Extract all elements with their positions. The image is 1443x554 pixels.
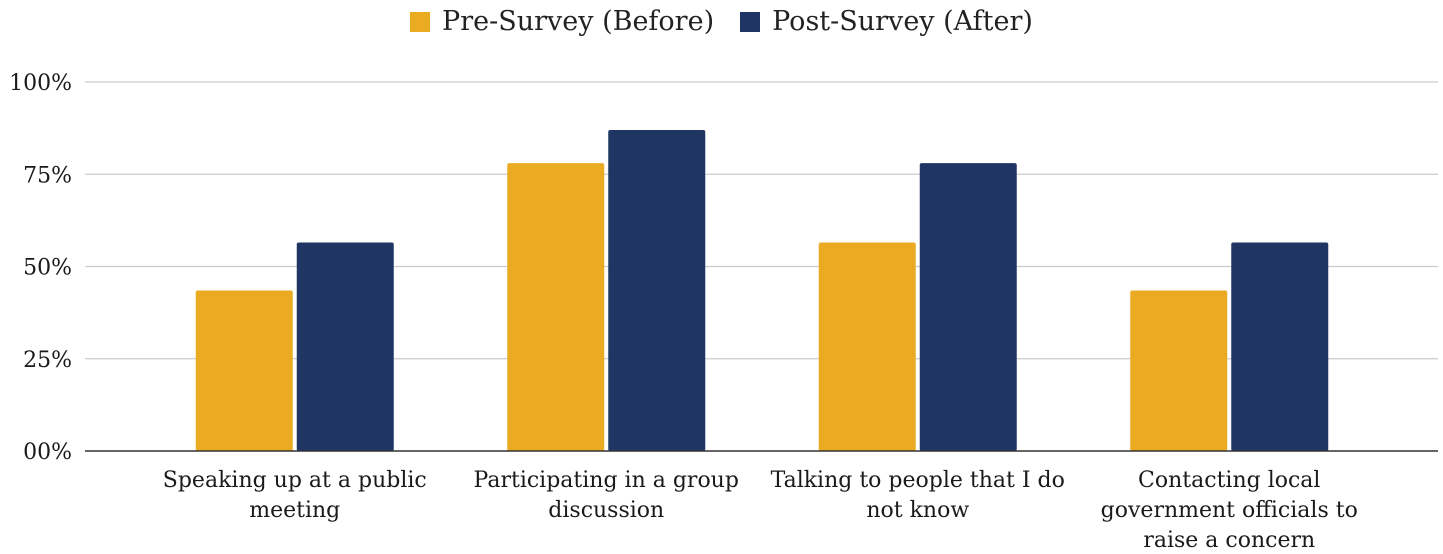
bar-pre-survey [507, 163, 605, 451]
bar-post-survey [919, 163, 1017, 451]
bar-post-survey [1231, 242, 1329, 451]
legend: Pre-Survey (Before) Post-Survey (After) [0, 6, 1443, 37]
legend-item-post-survey: Post-Survey (After) [740, 6, 1033, 37]
y-tick-label: 25% [23, 348, 72, 373]
x-tick-label: Contacting local government officials to r… [1101, 468, 1358, 550]
legend-label-pre-survey: Pre-Survey (Before) [442, 6, 715, 37]
bar-post-survey [608, 129, 706, 451]
y-tick-label: 75% [23, 163, 72, 188]
x-tick-label: Participating in a group discussion [474, 468, 739, 523]
bar-pre-survey [818, 242, 916, 451]
bar-pre-survey [195, 290, 293, 451]
y-tick-label: 50% [23, 256, 72, 281]
x-tick-label: Talking to people that I do not know [771, 468, 1065, 523]
x-tick-label: Speaking up at a public meeting [163, 468, 427, 523]
y-tick-label: 100% [9, 71, 72, 96]
x-axis-category-labels: Speaking up at a public meeting Participat… [163, 468, 1358, 553]
y-axis-tick-labels: 00% 25% 50% 75% 100% [9, 71, 72, 465]
bar-pre-survey [1130, 290, 1228, 451]
y-tick-label: 00% [23, 440, 72, 465]
bars [195, 129, 1329, 451]
legend-item-pre-survey: Pre-Survey (Before) [410, 6, 714, 37]
legend-swatch-pre-survey [410, 11, 431, 32]
bar-post-survey [296, 242, 394, 451]
legend-label-post-survey: Post-Survey (After) [772, 6, 1033, 37]
legend-swatch-post-survey [740, 11, 761, 32]
